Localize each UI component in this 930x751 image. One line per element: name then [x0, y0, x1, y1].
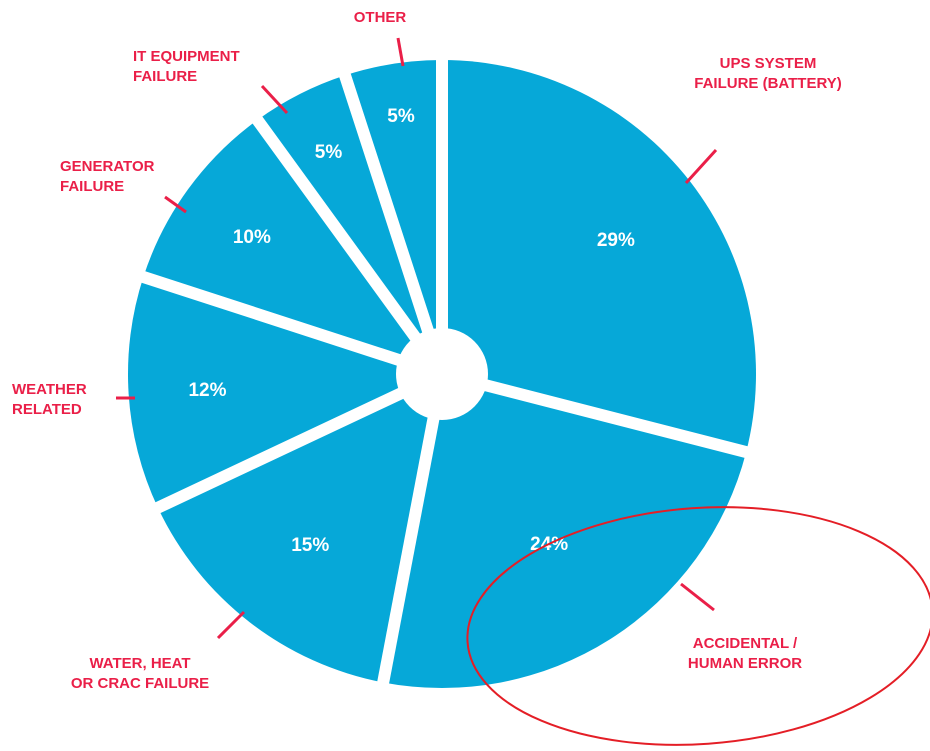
leader-line — [680, 582, 715, 612]
slice-value-label: 29% — [597, 230, 635, 251]
slice-category-label: GENERATOR FAILURE — [60, 158, 155, 195]
category-label-line: HUMAN ERROR — [688, 655, 802, 672]
leader-lines-layer — [116, 37, 718, 640]
category-label-line: OTHER — [354, 9, 407, 26]
pie-slice-it-equipment-failure — [257, 75, 442, 374]
category-label-line: RELATED — [12, 401, 82, 418]
highlight-circle — [466, 506, 930, 746]
slice-category-label: WEATHER RELATED — [12, 381, 87, 418]
category-label-line: WEATHER — [12, 381, 87, 398]
slice-value-label: 5% — [315, 142, 343, 163]
category-labels-layer: UPS SYSTEM FAILURE (BATTERY) ACCIDENTAL / H… — [12, 9, 842, 692]
slice-value-label: 12% — [188, 380, 226, 401]
slice-value-label: 5% — [387, 106, 415, 127]
slice-category-label: UPS SYSTEM FAILURE (BATTERY) — [694, 55, 842, 92]
category-label-line: FAILURE (BATTERY) — [694, 75, 842, 92]
leader-line — [684, 148, 718, 185]
slice-category-label: ACCIDENTAL / HUMAN ERROR — [688, 635, 802, 672]
slice-category-label: OTHER — [354, 9, 407, 26]
donut-hole — [396, 328, 488, 420]
leader-line — [164, 195, 187, 214]
pie-slice-weather-related — [128, 276, 443, 508]
slice-value-label: 15% — [291, 535, 329, 556]
pie-slice-generator-failure — [143, 119, 442, 375]
slice-gap — [440, 368, 754, 460]
slice-value-label: 10% — [233, 227, 271, 248]
category-label-line: FAILURE — [133, 68, 197, 85]
leader-line — [396, 37, 405, 67]
slices-layer — [128, 54, 756, 690]
slice-gap — [337, 67, 448, 376]
slice-category-label: WATER, HEAT OR CRAC FAILURE — [71, 655, 209, 692]
category-label-line: IT EQUIPMENT — [133, 48, 240, 65]
leader-line — [216, 610, 246, 640]
leader-line — [260, 84, 289, 115]
slice-category-label: IT EQUIPMENT FAILURE — [133, 48, 240, 85]
category-label-line: OR CRAC FAILURE — [71, 675, 209, 692]
pie-slice-water-heat-or-crac-failure — [157, 374, 442, 683]
category-label-line: ACCIDENTAL / — [693, 635, 798, 652]
category-label-line: FAILURE — [60, 178, 124, 195]
category-label-line: UPS SYSTEM — [720, 55, 817, 72]
slice-gap — [376, 372, 448, 690]
category-label-line: WATER, HEAT — [89, 655, 190, 672]
slice-gap — [135, 269, 444, 380]
slice-gap — [249, 111, 447, 378]
slice-gap — [149, 368, 445, 516]
category-label-line: GENERATOR — [60, 158, 155, 175]
pie-slice-ups-system-failure-battery — [442, 60, 756, 453]
